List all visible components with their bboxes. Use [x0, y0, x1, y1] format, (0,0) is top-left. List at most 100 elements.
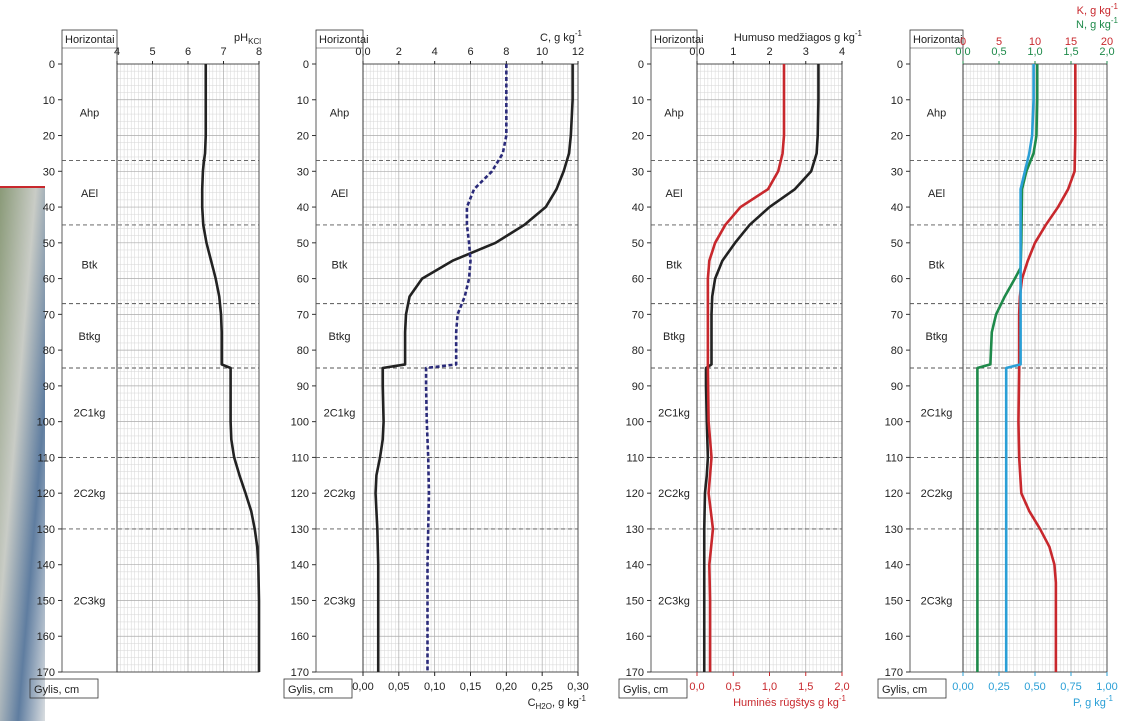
- axis-title-part: , g kg: [552, 697, 579, 709]
- horizon-label: 2C1kg: [74, 408, 106, 420]
- axis-title: pHKCl: [234, 32, 261, 46]
- y-tick-label: 100: [291, 417, 309, 429]
- y-tick-label: 20: [297, 131, 309, 143]
- y-tick-label: 170: [885, 667, 903, 679]
- x-tick-label: 20: [1101, 36, 1113, 48]
- horizon-header: Horizontai: [319, 34, 369, 46]
- axis-title-part: KCl: [248, 37, 261, 46]
- horizon-header: Horizontai: [913, 34, 963, 46]
- y-tick-label: 100: [626, 417, 644, 429]
- horizon-label: 2C2kg: [324, 488, 356, 500]
- y-tick-label: 110: [885, 452, 903, 464]
- horizon-column: [315, 29, 364, 673]
- x-tick-label: 0,0: [689, 681, 704, 693]
- y-tick-label: 90: [297, 381, 309, 393]
- profile-line: [424, 64, 508, 672]
- horizon-label: Btk: [82, 259, 98, 271]
- y-tick-label: 130: [291, 524, 309, 536]
- axis-title-part: H2O: [536, 702, 552, 711]
- y-tick-label: 110: [291, 452, 309, 464]
- y-tick-label: 160: [626, 631, 644, 643]
- horizon-column: [61, 29, 118, 673]
- y-tick-label: 50: [297, 238, 309, 250]
- y-tick-label: 30: [632, 166, 644, 178]
- y-tick-label: 70: [891, 309, 903, 321]
- y-tick-label: 10: [297, 95, 309, 107]
- horizon-label: Ahp: [80, 107, 100, 119]
- y-tick-label: 120: [37, 488, 55, 500]
- y-tick-label: 120: [885, 488, 903, 500]
- y-tick-label: 0: [897, 59, 903, 71]
- x-tick-label: 1,00: [1096, 681, 1117, 693]
- horizon-label: 2C1kg: [921, 408, 953, 420]
- axis-title: Huminės rūgštys g kg-1: [733, 694, 846, 709]
- y-tick-label: 150: [885, 595, 903, 607]
- y-tick-label: 170: [291, 667, 309, 679]
- x-tick-label: 0,15: [460, 681, 481, 693]
- axis-title-part: C, g kg: [540, 32, 575, 44]
- y-tick-label: 40: [632, 202, 644, 214]
- horizon-label: 2C3kg: [324, 595, 356, 607]
- x-tick-label: 0,20: [496, 681, 517, 693]
- x-tick-label: 6: [185, 46, 191, 58]
- horizon-label: 2C1kg: [658, 408, 690, 420]
- y-tick-label: 40: [891, 202, 903, 214]
- y-tick-label: 140: [626, 560, 644, 572]
- x-tick-label: 2: [396, 46, 402, 58]
- y-tick-label: 60: [43, 274, 55, 286]
- x-tick-label: 0,25: [531, 681, 552, 693]
- depth-label-box: [29, 678, 99, 699]
- y-tick-label: 0: [303, 59, 309, 71]
- y-tick-label: 50: [891, 238, 903, 250]
- horizon-label: Btkg: [925, 331, 947, 343]
- horizon-label: Btk: [332, 259, 348, 271]
- y-tick-label: 110: [626, 452, 644, 464]
- y-tick-label: 10: [632, 95, 644, 107]
- x-tick-label: 0,05: [388, 681, 409, 693]
- x-tick-label: 5: [149, 46, 155, 58]
- y-tick-label: 170: [626, 667, 644, 679]
- horizon-label: Ahp: [664, 107, 684, 119]
- y-tick-label: 20: [43, 131, 55, 143]
- horizon-header: Horizontai: [65, 34, 115, 46]
- horizon-label: Btk: [929, 259, 945, 271]
- y-tick-label: 20: [632, 131, 644, 143]
- y-tick-label: 160: [37, 631, 55, 643]
- x-tick-label: 0,00: [952, 681, 973, 693]
- depth-label: Gylis, cm: [288, 684, 333, 696]
- y-tick-label: 90: [43, 381, 55, 393]
- y-tick-label: 120: [291, 488, 309, 500]
- x-tick-label: 1,5: [1063, 46, 1078, 58]
- y-tick-label: 70: [632, 309, 644, 321]
- y-tick-label: 80: [632, 345, 644, 357]
- horizon-label: Btkg: [328, 331, 350, 343]
- x-tick-label: 1: [730, 46, 736, 58]
- y-tick-label: 50: [632, 238, 644, 250]
- axis-title-part: -1: [855, 29, 863, 38]
- horizon-label: AEl: [81, 188, 98, 200]
- depth-label: Gylis, cm: [882, 684, 927, 696]
- x-tick-label: 10: [1029, 36, 1041, 48]
- y-tick-label: 130: [626, 524, 644, 536]
- x-tick-label: 0,5: [726, 681, 741, 693]
- x-tick-label: 2: [766, 46, 772, 58]
- axis-title-part: -1: [1111, 16, 1119, 25]
- horizon-label: AEl: [665, 188, 682, 200]
- axis-title-part: -1: [579, 694, 587, 703]
- x-tick-label: 2,0: [1099, 46, 1114, 58]
- y-tick-label: 110: [37, 452, 55, 464]
- x-tick-label: 4: [839, 46, 845, 58]
- axis-title-part: -1: [575, 29, 583, 38]
- horizon-label: 2C2kg: [921, 488, 953, 500]
- x-tick-label: 1,0: [762, 681, 777, 693]
- y-tick-label: 0: [49, 59, 55, 71]
- y-tick-label: 50: [43, 238, 55, 250]
- y-tick-label: 10: [43, 95, 55, 107]
- axis-title-part: Humuso medžiagos g kg: [734, 32, 855, 44]
- x-tick-label: 0,0: [955, 46, 970, 58]
- y-tick-label: 140: [37, 560, 55, 572]
- axis-title-part: -1: [1111, 2, 1119, 11]
- x-tick-label: 5: [996, 36, 1002, 48]
- y-tick-label: 30: [297, 166, 309, 178]
